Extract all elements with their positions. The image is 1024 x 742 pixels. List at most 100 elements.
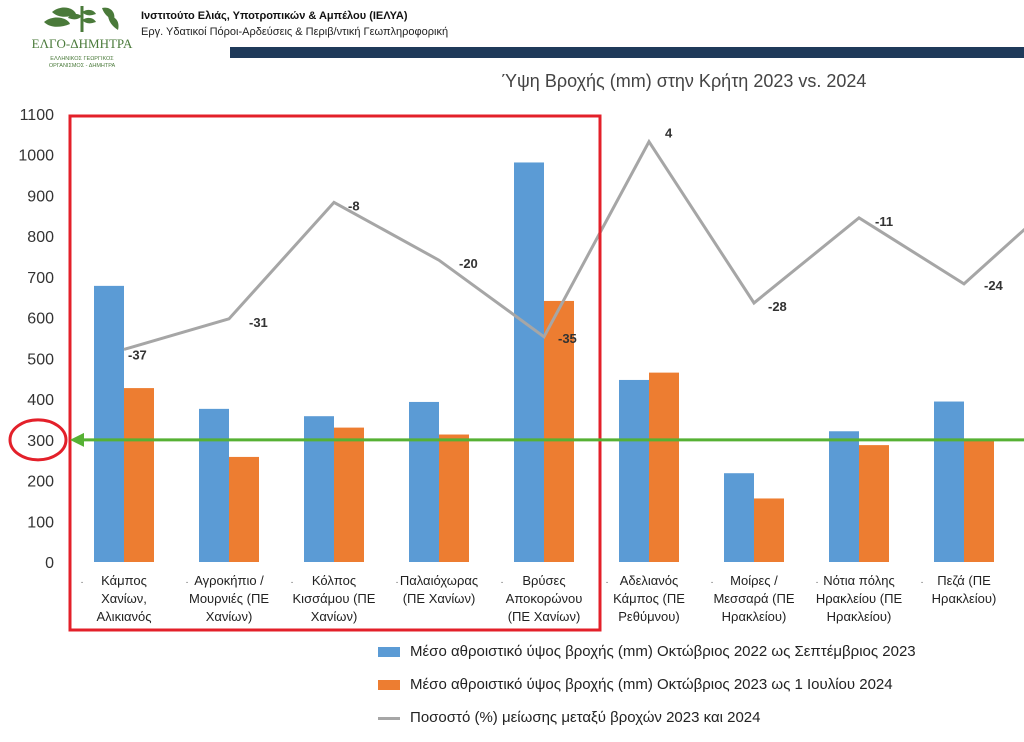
header: ΕΛΓΟ-ΔΗΜΗΤΡΑ ΕΛΛΗΝΙΚΟΣ ΓΕΩΡΓΙΚΟΣ ΟΡΓΑΝΙΣ… [0,0,1024,80]
category-bullet: · [710,577,713,588]
bar-2023 [829,431,859,562]
category-bullet: · [815,577,818,588]
department-name: Εργ. Υδατικοί Πόροι-Αρδεύσεις & Περιβ/ντ… [141,26,449,38]
bar-2024 [859,445,889,562]
category-label: Μουρνιές (ΠΕ [189,591,269,606]
bar-2024 [754,498,784,562]
y-tick-label: 600 [27,311,54,328]
category-label: Νότια πόλης [823,573,895,588]
category-label: Αλικιανός [97,609,152,624]
legend-label-reduction: Ποσοστό (%) μείωσης μεταξύ βροχών 2023 κ… [410,709,761,726]
bar-2024 [334,427,364,562]
category-label: Χανίων) [311,609,358,624]
category-label: Αγροκήπιο / [194,573,264,588]
bars [94,162,994,562]
highlight-circle [8,418,68,462]
logo-subtext-2: ΟΡΓΑΝΙΣΜΟΣ - ΔΗΜΗΤΡΑ [49,63,116,69]
category-label: Ηρακλείου) [722,609,787,624]
legend-swatch-blue [378,647,400,658]
bar-2023 [724,473,754,562]
legend-label-2024: Μέσο αθροιστικό ύψος βροχής (mm) Οκτώβρι… [410,676,893,693]
bar-2024 [649,372,679,562]
bar-2023 [934,401,964,562]
category-label: Κάμπος [101,573,147,588]
category-bullet: · [605,577,608,588]
line-data-label: -8 [348,198,360,213]
annotations [8,114,1024,632]
bar-2023 [304,416,334,562]
category-label: Αποκορώνου [506,591,583,606]
y-tick-label: 1000 [18,148,54,165]
institute-name: Ινστιτούτο Ελιάς, Υποτροπικών & Αμπέλου … [141,10,408,22]
leaf-icon [44,6,119,32]
line-data-label: 4 [665,126,673,141]
y-tick-label: 400 [27,392,54,409]
line-data-label: -28 [768,299,787,314]
category-label: Ηρακλείου) [932,591,997,606]
bar-2024 [964,439,994,562]
line-data-label: -31 [249,315,268,330]
category-label: Ρεθύμνου) [618,609,679,624]
line-data-label: -35 [558,331,577,346]
bar-2024 [439,434,469,562]
legend-label-2023: Μέσο αθροιστικό ύψος βροχής (mm) Οκτώβρι… [410,643,916,660]
logo-text: ΕΛΓΟ-ΔΗΜΗΤΡΑ [32,36,133,51]
category-label: Βρύσες [522,573,565,588]
category-bullet: · [395,577,398,588]
line-data-label: -37 [128,347,147,362]
line-data-label: -20 [459,256,478,271]
logo-subtext-1: ΕΛΛΗΝΙΚΟΣ ΓΕΩΡΓΙΚΟΣ [50,56,114,62]
category-label: Αδελιανός [620,573,679,588]
category-label: Χανίων) [206,609,253,624]
reduction-line: -37 -31 -8 -20 -35 4 -28 -11 -24 [123,126,1024,362]
legend-item-reduction: Ποσοστό (%) μείωσης μεταξύ βροχών 2023 κ… [378,709,760,726]
category-bullet: · [80,577,83,588]
y-tick-label: 200 [27,474,54,491]
category-label: Ηρακλείου) [827,609,892,624]
category-label: Χανίων, [101,591,147,606]
category-label: Κόλπος [312,573,356,588]
category-label: (ΠΕ Χανίων) [508,609,581,624]
category-bullet: · [920,577,923,588]
y-axis: 0 100 200 300 400 500 600 700 800 900 1000 1100 [18,107,54,572]
bar-2023 [514,162,544,562]
chart-title: Ύψη Βροχής (mm) στην Κρήτη 2023 vs. 2024 [502,71,867,91]
x-axis-labels: Κάμπος Χανίων, Αλικιανός · Αγροκήπιο / Μουρνι… [80,573,996,624]
line-data-label: -24 [984,278,1004,293]
legend-item-2023: Μέσο αθροιστικό ύψος βροχής (mm) Οκτώβρι… [378,643,916,660]
bar-2023 [94,285,124,562]
category-label: Μεσσαρά (ΠΕ [713,591,794,606]
bar-2023 [199,408,229,562]
y-tick-label: 800 [27,229,54,246]
category-label: Κισσάμου (ΠΕ [293,591,376,606]
category-label: Πεζά (ΠΕ [937,573,991,588]
highlight-box [68,114,602,632]
bar-2023 [619,379,649,562]
arrow-head-icon [70,432,84,447]
bar-2024 [544,300,574,562]
bar-2023 [409,401,439,562]
legend-item-2024: Μέσο αθροιστικό ύψος βροχής (mm) Οκτώβρι… [378,676,893,693]
category-label: Παλαιόχωρας [400,573,478,588]
y-tick-label: 100 [27,514,54,531]
y-tick-label: 700 [27,270,54,287]
header-bar [230,47,1024,58]
y-tick-label: 0 [45,555,54,572]
category-bullet: · [290,577,293,588]
legend-swatch-orange [378,680,400,691]
elgo-logo: ΕΛΓΟ-ΔΗΜΗΤΡΑ ΕΛΛΗΝΙΚΟΣ ΓΕΩΡΓΙΚΟΣ ΟΡΓΑΝΙΣ… [32,6,133,69]
legend-swatch-line [378,716,400,720]
category-label: Κάμπος (ΠΕ [613,591,685,606]
category-label: (ΠΕ Χανίων) [403,591,476,606]
y-tick-label: 1100 [20,107,55,124]
y-tick-label: 900 [27,188,54,205]
category-bullet: · [185,577,188,588]
reduction-line-path [123,138,1024,351]
line-data-label: -11 [875,214,893,229]
category-label: Ηρακλείου (ΠΕ [816,591,903,606]
category-bullet: · [500,577,503,588]
y-tick-label: 300 [27,433,54,450]
category-label: Μοίρες / [730,573,778,588]
y-tick-label: 500 [27,351,54,368]
